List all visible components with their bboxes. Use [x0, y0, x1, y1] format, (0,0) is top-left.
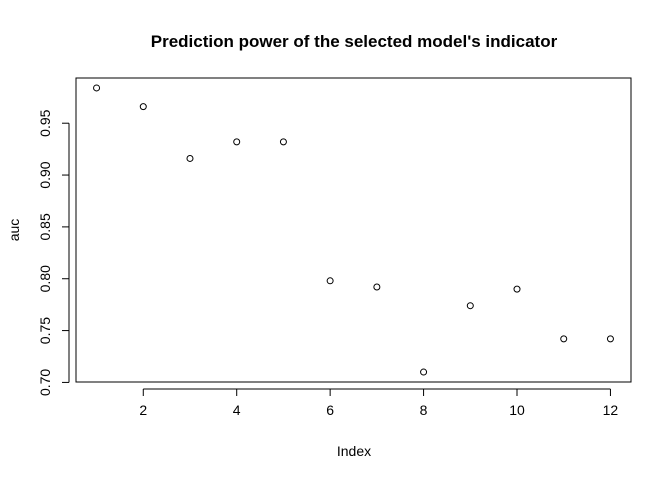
y-tick-label: 0.95 — [37, 109, 53, 136]
data-point — [326, 277, 334, 285]
data-point — [560, 335, 568, 343]
data-point — [279, 138, 287, 146]
x-tick-label: 8 — [420, 402, 428, 418]
y-tick-label: 0.75 — [37, 317, 53, 344]
y-axis: 0.70 0.75 0.80 0.85 0.90 0.95 — [37, 109, 70, 396]
data-point — [420, 368, 428, 376]
data-point — [513, 285, 521, 293]
y-tick-label: 0.70 — [37, 369, 53, 396]
data-points — [93, 84, 614, 376]
data-point — [186, 154, 194, 162]
data-point — [373, 283, 381, 291]
data-point — [606, 335, 614, 343]
x-axis: 2 4 6 8 10 12 — [139, 388, 619, 418]
data-point — [139, 103, 147, 111]
x-tick-label: 2 — [139, 402, 147, 418]
x-tick-label: 10 — [509, 402, 525, 418]
x-tick-label: 12 — [603, 402, 619, 418]
x-axis-label: Index — [337, 443, 371, 459]
plot-frame — [75, 77, 632, 383]
x-tick-label: 4 — [233, 402, 241, 418]
y-tick-label: 0.90 — [37, 161, 53, 188]
y-tick-label: 0.85 — [37, 213, 53, 240]
data-point — [93, 84, 101, 92]
y-tick-label: 0.80 — [37, 265, 53, 292]
chart-title: Prediction power of the selected model's… — [151, 32, 558, 51]
data-point — [466, 302, 474, 310]
y-axis-label: auc — [6, 219, 22, 242]
data-point — [233, 138, 241, 146]
x-tick-label: 6 — [326, 402, 334, 418]
